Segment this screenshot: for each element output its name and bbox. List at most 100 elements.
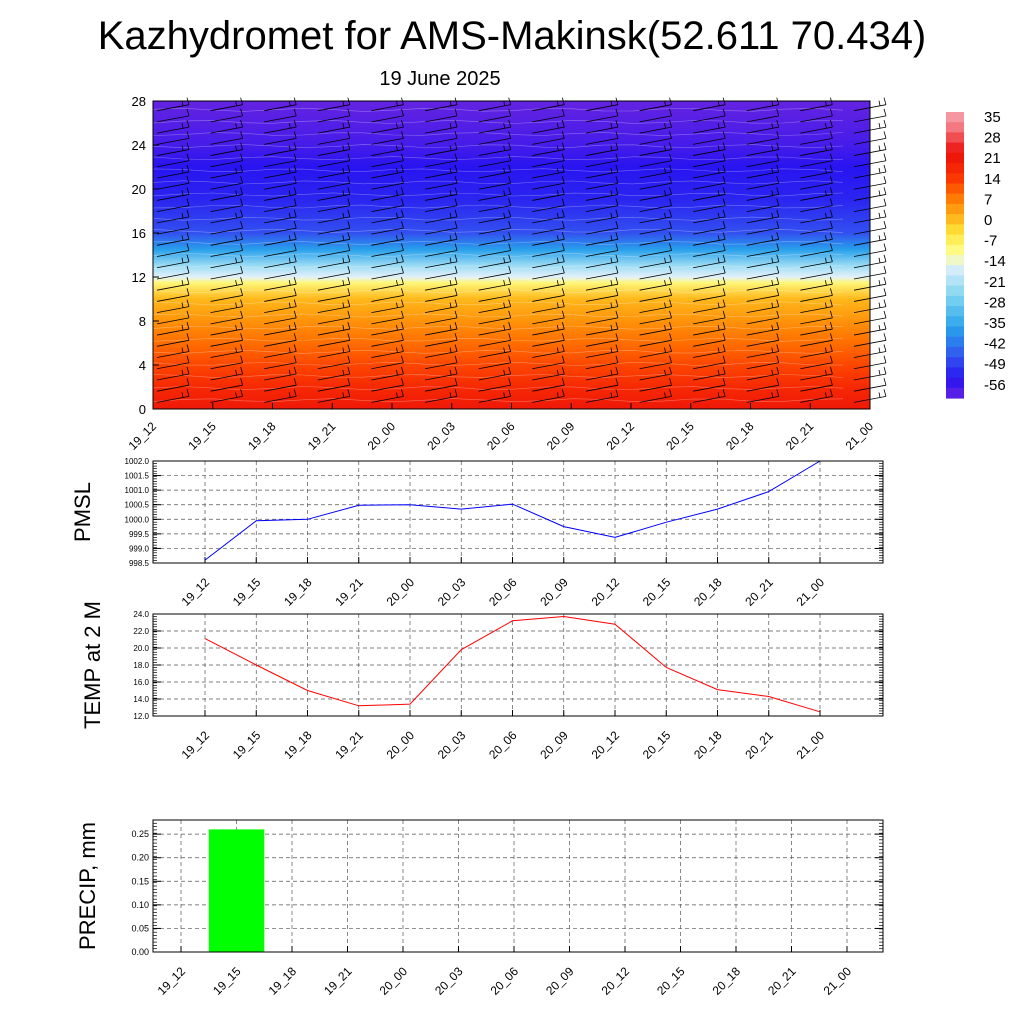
wind-barb	[746, 321, 780, 336]
wind-barb	[156, 108, 190, 123]
wind-barb	[800, 153, 833, 168]
x-tick-label: 20_09	[537, 575, 571, 609]
wind-barb	[156, 265, 190, 280]
contour-line	[152, 337, 844, 342]
wind-barb	[746, 333, 780, 347]
contour-line	[152, 301, 844, 306]
wind-barb	[746, 131, 780, 145]
wind-barb	[693, 321, 726, 336]
wind-barb	[693, 198, 726, 213]
wind-barb	[264, 310, 297, 325]
wind-barb	[317, 389, 351, 403]
x-tick-label: 19_18	[245, 419, 279, 453]
wind-barb	[532, 142, 565, 156]
wind-barb	[639, 344, 672, 358]
wind-barb	[693, 176, 726, 190]
wind-barb	[317, 176, 351, 190]
wind-barb	[693, 389, 726, 403]
x-tick-label: 19_18	[281, 575, 315, 609]
wind-barb	[156, 378, 190, 392]
wind-barb	[693, 333, 726, 347]
colorbar-cell	[946, 234, 964, 246]
wind-barb	[425, 187, 458, 201]
colorbar-label: -7	[984, 233, 997, 250]
y-tick-label: 24	[132, 138, 146, 153]
contour-line	[152, 374, 844, 378]
colorbar-cell	[946, 326, 964, 338]
wind-barb	[425, 378, 458, 392]
wind-barb	[585, 321, 619, 336]
wind-barb	[746, 389, 780, 403]
wind-barb	[371, 108, 404, 123]
contour-line	[152, 265, 844, 270]
wind-barb	[478, 243, 512, 257]
wind-barb	[210, 142, 243, 156]
wind-barb	[264, 321, 297, 336]
x-tick-label: 20_00	[365, 419, 399, 453]
colorbar-cell	[946, 203, 964, 215]
wind-barb	[264, 220, 297, 235]
wind-barb	[210, 265, 243, 280]
colorbar-cell	[946, 142, 964, 154]
wind-barb	[693, 265, 726, 280]
colorbar-cell	[946, 152, 964, 164]
wind-barb	[371, 344, 404, 358]
wind-barb	[156, 220, 190, 235]
y-tick-label: 20.0	[133, 644, 149, 653]
wind-barb	[585, 164, 619, 179]
wind-barb	[156, 243, 190, 257]
wind-barb	[585, 120, 619, 134]
colorbar-cell	[946, 295, 964, 307]
wind-barb	[800, 277, 833, 291]
y-tick-label: 0.20	[131, 853, 149, 863]
wind-barb	[210, 321, 243, 336]
wind-barb	[693, 366, 726, 381]
x-tick-label: 20_03	[435, 575, 469, 609]
x-tick-label: 19_12	[179, 728, 213, 762]
contour-line	[152, 228, 844, 233]
wind-barb	[371, 164, 404, 179]
wind-barb	[317, 164, 351, 179]
x-tick-label: 20_18	[723, 419, 757, 453]
wind-barb	[210, 310, 243, 325]
wind-barb	[532, 378, 565, 392]
wind-barb	[585, 333, 619, 347]
wind-barb	[156, 254, 190, 269]
wind-barb	[317, 378, 351, 392]
x-tick-label: 20_21	[742, 728, 776, 762]
contour-line	[152, 325, 844, 330]
x-tick-label: 20_21	[783, 419, 817, 453]
wind-barb	[317, 243, 351, 257]
precip-ylabel: PRECIP, mm	[75, 822, 100, 950]
wind-barb	[371, 209, 404, 224]
wind-barb	[210, 389, 243, 403]
wind-barb	[156, 120, 190, 134]
wind-barb	[264, 254, 297, 269]
wind-barb	[800, 333, 833, 347]
wind-barb	[693, 254, 726, 269]
x-tick-label: 20_15	[640, 575, 674, 609]
wind-barb	[210, 120, 243, 134]
wind-barb	[156, 299, 190, 314]
pmsl-ylabel: PMSL	[70, 482, 95, 542]
wind-barb	[585, 232, 619, 246]
wind-barb	[639, 187, 672, 201]
y-tick-label: 18.0	[133, 661, 149, 670]
wind-barb	[317, 366, 351, 381]
colorbar-cell	[946, 285, 964, 297]
wind-barb	[532, 209, 565, 224]
wind-barb	[371, 198, 404, 213]
wind-barb	[317, 344, 351, 358]
wind-barb	[210, 198, 243, 213]
wind-barb	[746, 355, 780, 370]
wind-barb	[264, 120, 297, 134]
wind-barb	[210, 299, 243, 314]
wind-barb	[210, 333, 243, 347]
wind-barb	[746, 142, 780, 156]
wind-barb	[371, 232, 404, 246]
x-tick-label: 19_15	[230, 728, 264, 762]
wind-barb	[156, 164, 190, 179]
contour-line	[152, 386, 844, 391]
wind-barb	[371, 299, 404, 314]
wind-barb	[585, 265, 619, 280]
